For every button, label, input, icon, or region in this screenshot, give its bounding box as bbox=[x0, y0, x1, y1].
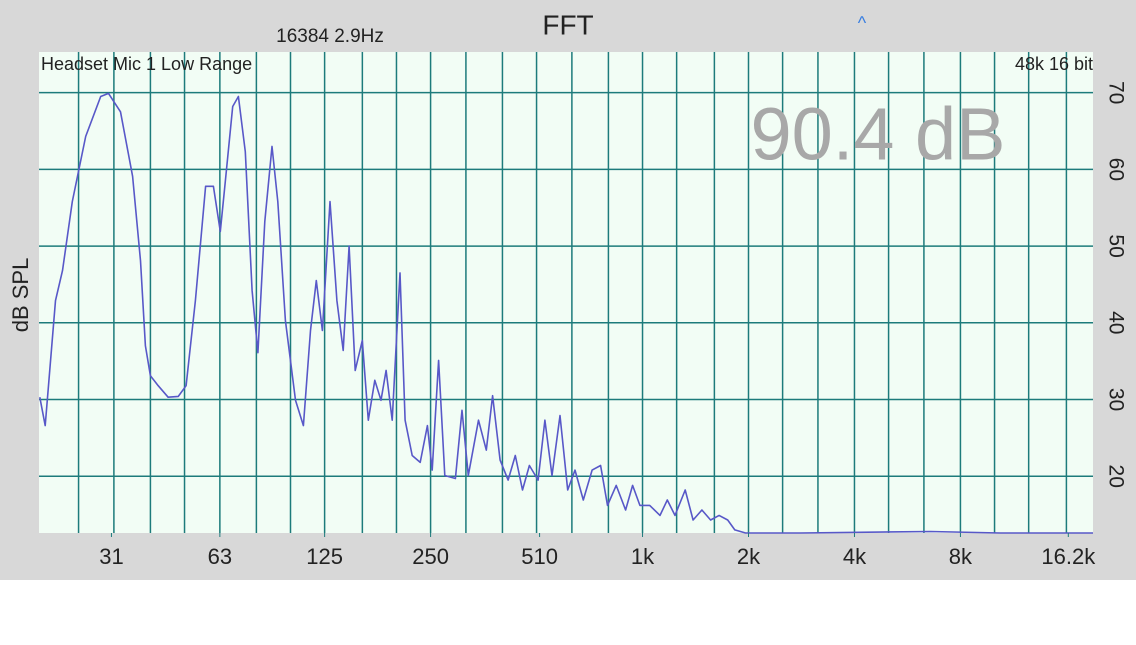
y-tick-label: 50 bbox=[1104, 234, 1127, 257]
x-tick-label: 510 bbox=[521, 544, 558, 569]
x-tick-label: 2k bbox=[737, 544, 761, 569]
menu-caret[interactable]: ^ bbox=[858, 13, 867, 33]
plot bbox=[39, 92, 1093, 534]
y-tick-label: 60 bbox=[1104, 158, 1127, 181]
x-tick-label: 1k bbox=[631, 544, 655, 569]
y-axis-label: dB SPL bbox=[8, 258, 33, 333]
x-tick-label: 63 bbox=[208, 544, 232, 569]
x-tick-label: 4k bbox=[843, 544, 867, 569]
y-tick-label: 40 bbox=[1104, 311, 1127, 334]
x-tick-label: 250 bbox=[412, 544, 449, 569]
y-tick-label: 20 bbox=[1104, 465, 1127, 488]
x-tick-label: 31 bbox=[99, 544, 123, 569]
x-tick-label: 16.2k bbox=[1041, 544, 1096, 569]
level-readout: 90.4 dB bbox=[750, 93, 1005, 176]
format-label: 48k 16 bit bbox=[1015, 54, 1093, 74]
fft-info: 16384 2.9Hz bbox=[276, 26, 384, 47]
plot-area bbox=[39, 52, 1093, 533]
chart-title: FFT bbox=[542, 9, 593, 40]
y-tick-label: 70 bbox=[1104, 81, 1127, 104]
y-tick-label: 30 bbox=[1104, 388, 1127, 411]
x-tick-label: 125 bbox=[306, 544, 343, 569]
x-tick-label: 8k bbox=[949, 544, 973, 569]
spectrum-line bbox=[39, 92, 1093, 534]
source-label: Headset Mic 1 Low Range bbox=[41, 54, 252, 74]
